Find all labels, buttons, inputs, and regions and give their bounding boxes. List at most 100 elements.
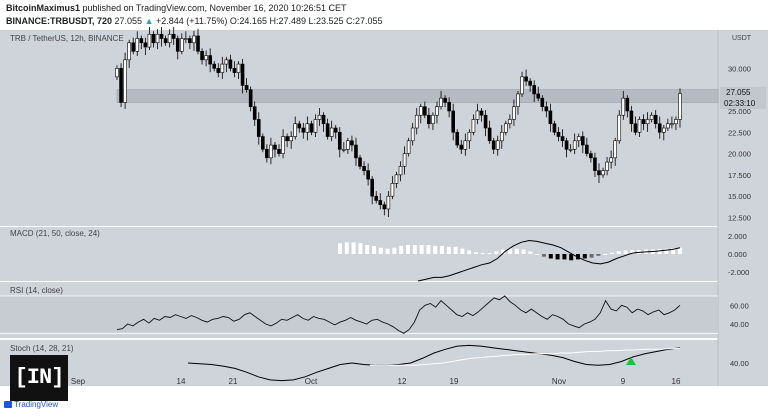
candle xyxy=(597,170,601,176)
candle xyxy=(649,114,654,120)
candle xyxy=(370,178,374,197)
candle xyxy=(678,93,682,120)
candle xyxy=(674,119,678,125)
candle xyxy=(184,38,188,40)
candle xyxy=(641,119,646,125)
candle xyxy=(564,140,569,150)
candle xyxy=(544,106,549,112)
stoch-label: Stoch (14, 28, 21) xyxy=(10,344,74,353)
candle xyxy=(354,144,358,159)
macd-line xyxy=(417,239,681,282)
published-text: published on TradingView.com, November 1… xyxy=(82,3,347,13)
macd-bar xyxy=(467,250,472,254)
candle xyxy=(621,97,626,116)
tradingview-footer[interactable]: TradingView xyxy=(4,400,58,409)
rsi-line xyxy=(116,295,681,334)
time-axis[interactable]: Sep 14 21 Oct 12 19 Nov 9 16 xyxy=(71,377,681,386)
ohlc-values: O:24.165 H:27.489 L:23.525 C:27.055 xyxy=(229,16,383,26)
macd-bar xyxy=(671,248,676,254)
time-tick-label: 14 xyxy=(177,377,186,386)
stoch-tick-label: 40.00 xyxy=(730,359,749,368)
candle xyxy=(451,110,455,133)
macd-bar xyxy=(419,245,424,254)
candle xyxy=(362,166,366,171)
candle xyxy=(394,174,399,184)
candle xyxy=(402,153,407,167)
publish-line: BitcoinMaximus1 published on TradingView… xyxy=(6,3,347,13)
last-price-tag-text: 27.055 xyxy=(726,88,751,97)
rsi-tick-label: 60.00 xyxy=(730,301,749,310)
macd-bar xyxy=(460,248,465,254)
candle xyxy=(333,127,338,133)
macd-bar xyxy=(399,245,404,254)
candle xyxy=(163,38,168,44)
macd-bar xyxy=(426,245,431,254)
countdown-tag xyxy=(720,98,766,109)
candle xyxy=(261,136,265,150)
macd-tick-label: 0.000 xyxy=(728,250,747,259)
candle xyxy=(346,140,350,150)
candle xyxy=(516,93,520,107)
countdown-text: 02:33:10 xyxy=(724,99,756,108)
price-tick-label: 30.000 xyxy=(728,64,751,73)
candle xyxy=(637,119,642,133)
candle xyxy=(491,140,496,150)
candle xyxy=(390,183,395,197)
tradingview-icon xyxy=(4,401,12,409)
candle xyxy=(171,33,176,39)
macd-bar xyxy=(630,249,635,254)
candle xyxy=(115,68,119,78)
candle xyxy=(427,114,431,125)
macd-tick-label: 2.000 xyxy=(728,232,747,241)
symbol-interval: BINANCE:TRBUSDT, 720 xyxy=(6,16,113,26)
candle xyxy=(633,123,638,133)
change-value: +2.844 (+11.75%) xyxy=(156,16,228,26)
candle xyxy=(560,136,565,142)
candle xyxy=(487,127,492,142)
candle xyxy=(495,140,500,150)
candle xyxy=(609,157,613,163)
candle xyxy=(232,68,237,73)
candle xyxy=(248,89,253,107)
author-name[interactable]: BitcoinMaximus1 xyxy=(6,3,81,13)
candle xyxy=(601,170,605,176)
main-pane xyxy=(0,30,718,226)
macd-bar xyxy=(562,254,567,260)
candle xyxy=(528,80,532,86)
candle xyxy=(467,131,472,142)
macd-bar xyxy=(535,254,540,255)
macd-bar xyxy=(378,247,383,254)
stoch-d-line xyxy=(370,347,680,366)
macd-bar xyxy=(412,245,417,254)
macd-bar xyxy=(406,245,410,254)
candle xyxy=(244,85,249,90)
candle xyxy=(135,38,140,52)
candle xyxy=(666,123,670,129)
macd-bar xyxy=(610,252,614,254)
candle xyxy=(131,42,136,52)
candle xyxy=(127,42,131,61)
macd-bar xyxy=(494,251,499,254)
change-up-icon: ▲ xyxy=(144,16,154,26)
candle xyxy=(439,97,443,107)
candle xyxy=(228,59,233,69)
resistance-zone xyxy=(116,89,719,103)
candle xyxy=(151,33,156,44)
price-axis[interactable] xyxy=(718,30,768,386)
rsi-tick-label: 40.00 xyxy=(730,320,749,329)
candle xyxy=(285,136,289,142)
macd-bar xyxy=(474,252,478,254)
candle xyxy=(236,63,241,73)
macd-bar xyxy=(501,249,506,254)
price-tick-label: 17.500 xyxy=(728,171,751,180)
candle xyxy=(410,127,415,142)
time-tick-label: Oct xyxy=(305,377,318,386)
macd-bar xyxy=(514,248,519,254)
candle xyxy=(350,140,354,146)
macd-bar xyxy=(446,246,451,254)
candle xyxy=(220,63,225,73)
macd-bar xyxy=(569,254,574,261)
price-tick-label: 15.000 xyxy=(728,192,751,201)
candle xyxy=(382,204,387,210)
